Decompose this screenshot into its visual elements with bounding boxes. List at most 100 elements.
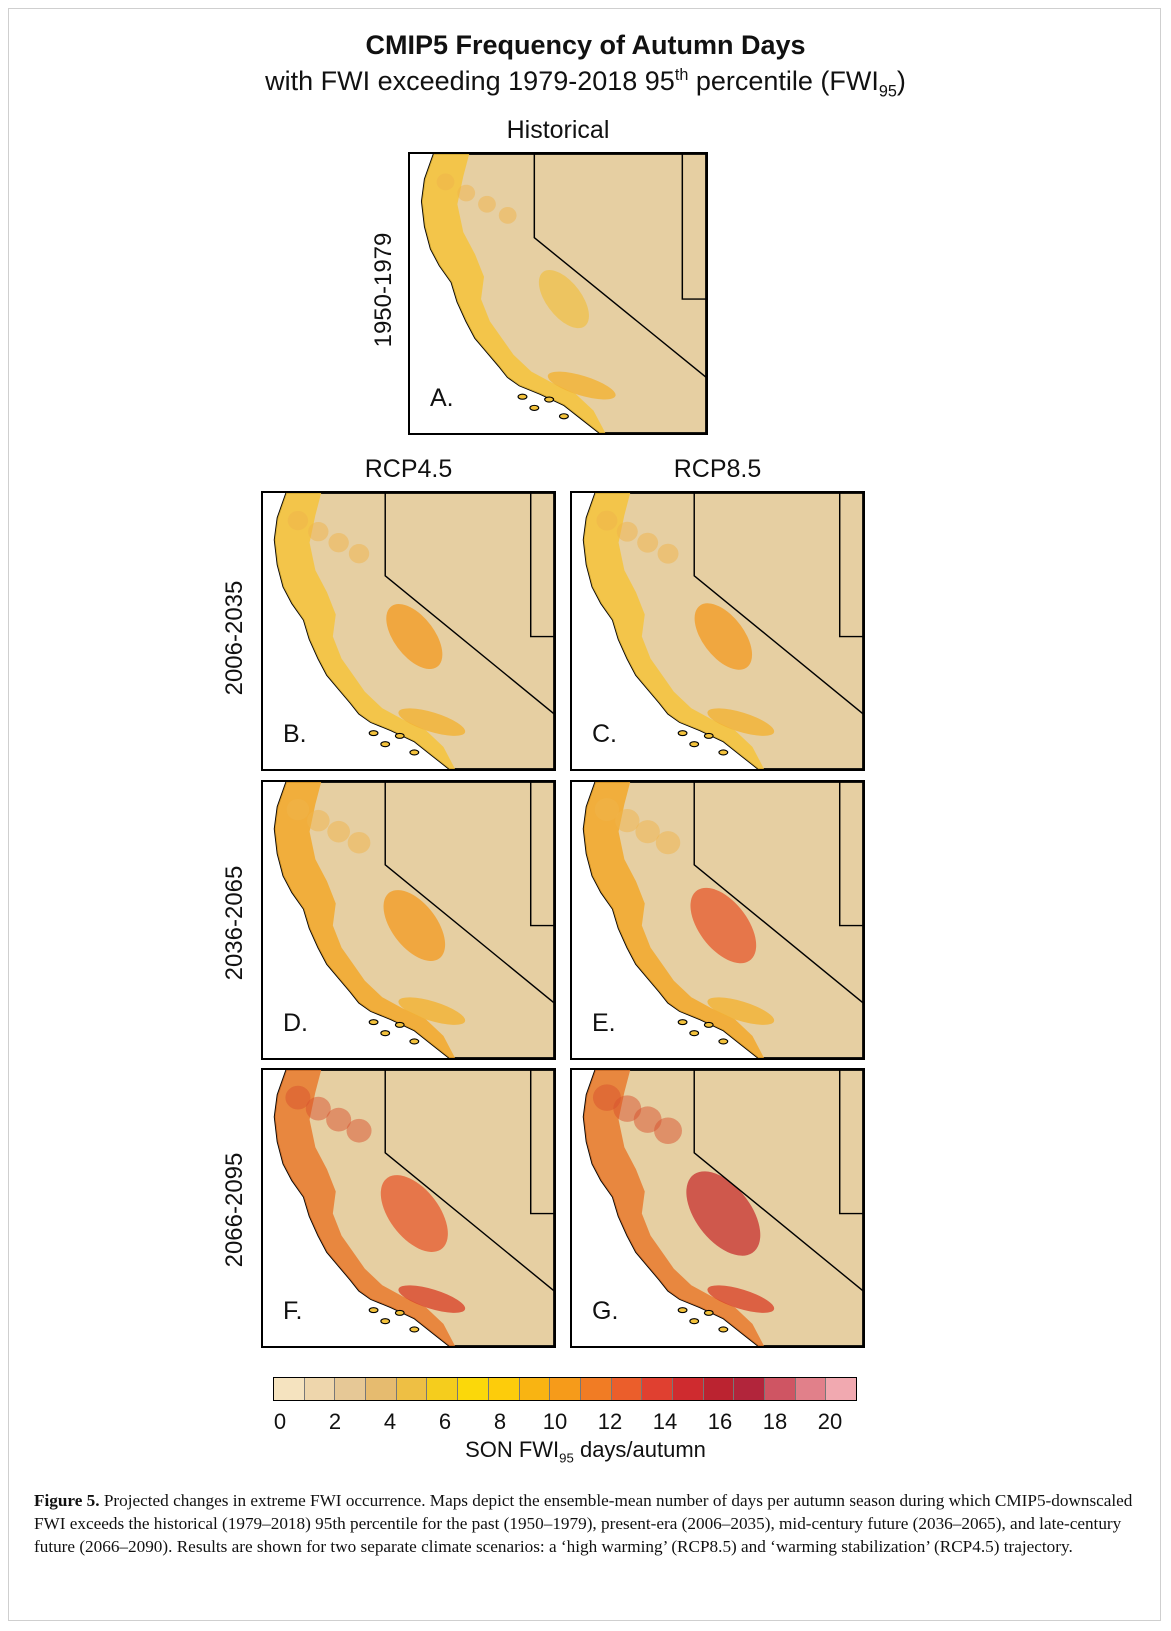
panel-letter: C. bbox=[592, 720, 617, 748]
state-border-ca-nv bbox=[693, 782, 863, 1004]
socal-hotspot bbox=[547, 371, 616, 400]
north-patch bbox=[616, 521, 638, 542]
colorbar-segment bbox=[427, 1378, 459, 1400]
island-shape bbox=[517, 393, 528, 400]
socal-hotspot bbox=[398, 997, 466, 1025]
sierra-hotspot bbox=[380, 1175, 448, 1252]
column-header-rcp45: RCP4.5 bbox=[364, 455, 453, 483]
north-patch bbox=[286, 798, 310, 821]
sierra-hotspot bbox=[694, 603, 753, 670]
north-patch bbox=[287, 510, 309, 531]
island-shape bbox=[703, 732, 714, 739]
island-shape bbox=[544, 396, 555, 403]
colorbar-segment bbox=[765, 1378, 796, 1400]
north-patch bbox=[328, 533, 349, 553]
island-shape bbox=[394, 732, 405, 739]
row-label-2036-2065: 2036-2065 bbox=[221, 865, 248, 981]
state-border-ca-nv bbox=[384, 782, 554, 1004]
island-shape bbox=[677, 1307, 688, 1314]
north-patch bbox=[633, 1106, 662, 1133]
north-patch bbox=[615, 809, 640, 833]
north-patch bbox=[478, 195, 496, 213]
colorbar-tick-label: 0 bbox=[273, 1409, 287, 1434]
state-border-nv-ut bbox=[838, 1070, 863, 1215]
north-patch bbox=[308, 521, 329, 542]
sierra-hotspot bbox=[690, 887, 757, 964]
state-border-ca-nv bbox=[693, 493, 863, 715]
figure-caption: Figure 5. Projected changes in extreme F… bbox=[34, 1490, 1134, 1559]
north-patch bbox=[347, 831, 371, 854]
map-panel-e: E. bbox=[570, 780, 865, 1060]
island-shape bbox=[380, 741, 391, 748]
island-shape bbox=[380, 1318, 391, 1325]
island-shape bbox=[689, 1318, 700, 1325]
north-patch bbox=[592, 1084, 621, 1111]
colorbar-segment bbox=[826, 1378, 857, 1400]
colorbar-tick-label: 14 bbox=[652, 1409, 678, 1434]
colorbar-tick-label: 10 bbox=[542, 1409, 568, 1434]
north-patch bbox=[285, 1085, 311, 1110]
figure-frame bbox=[8, 8, 1161, 1621]
colorbar-label: SON FWI95 days/autumn bbox=[465, 1437, 706, 1466]
colorbar-segment bbox=[642, 1378, 673, 1400]
map-graphic bbox=[572, 1070, 863, 1346]
island-shape bbox=[409, 749, 420, 756]
north-patch bbox=[594, 798, 620, 822]
colorbar-segment bbox=[458, 1378, 489, 1400]
colorbar-tick-label: 8 bbox=[493, 1409, 507, 1434]
row-label-2006-2035: 2006-2035 bbox=[221, 580, 248, 696]
figure-subtitle: with FWI exceeding 1979-2018 95th percen… bbox=[265, 66, 906, 101]
map-panel-c: C. bbox=[570, 491, 865, 771]
state-border-nv-ut bbox=[529, 782, 554, 927]
colorbar-segment bbox=[335, 1378, 367, 1400]
map-graphic bbox=[572, 493, 863, 769]
colorbar-tick-label: 12 bbox=[597, 1409, 623, 1434]
historical-header: Historical bbox=[506, 116, 610, 144]
colorbar-segment bbox=[580, 1378, 612, 1400]
colorbar-tick-label: 20 bbox=[817, 1409, 843, 1434]
island-shape bbox=[368, 730, 379, 737]
island-shape bbox=[677, 1019, 688, 1026]
state-border-nv-ut bbox=[838, 493, 863, 638]
colorbar bbox=[273, 1377, 857, 1401]
socal-hotspot bbox=[707, 1285, 775, 1313]
north-patch bbox=[655, 831, 681, 855]
island-shape bbox=[409, 1038, 420, 1045]
state-border-ca-nv bbox=[533, 154, 706, 378]
socal-hotspot bbox=[707, 997, 775, 1025]
north-patch bbox=[306, 809, 330, 832]
colorbar-segment bbox=[304, 1378, 336, 1400]
north-patch bbox=[498, 207, 517, 224]
panel-letter: A. bbox=[430, 384, 454, 412]
state-border-ca-nv bbox=[384, 493, 554, 715]
sierra-hotspot bbox=[686, 1171, 761, 1256]
colorbar-segment bbox=[795, 1378, 827, 1400]
colorbar-segment bbox=[366, 1378, 397, 1400]
socal-hotspot bbox=[707, 708, 775, 736]
map-panel-a: A. bbox=[408, 152, 708, 435]
north-patch bbox=[596, 510, 618, 531]
map-graphic bbox=[572, 782, 863, 1058]
island-shape bbox=[409, 1326, 420, 1333]
island-shape bbox=[689, 741, 700, 748]
map-panel-b: B. bbox=[261, 491, 556, 771]
state-border-nv-ut bbox=[681, 154, 706, 300]
row-label-1950-1979: 1950-1979 bbox=[370, 232, 397, 348]
figure-title: CMIP5 Frequency of Autumn Days bbox=[365, 30, 806, 60]
colorbar-segment bbox=[672, 1378, 704, 1400]
caption-text: Projected changes in extreme FWI occurre… bbox=[34, 1491, 1133, 1556]
island-shape bbox=[558, 413, 569, 420]
island-shape bbox=[718, 1038, 729, 1045]
colorbar-segment bbox=[611, 1378, 643, 1400]
island-shape bbox=[703, 1021, 714, 1028]
socal-hotspot bbox=[398, 1285, 466, 1313]
north-patch bbox=[654, 1117, 682, 1144]
panel-letter: B. bbox=[283, 720, 307, 748]
colorbar-tick-label: 16 bbox=[707, 1409, 733, 1434]
colorbar-tick-label: 6 bbox=[438, 1409, 452, 1434]
north-patch bbox=[436, 173, 455, 191]
colorbar-segment bbox=[703, 1378, 735, 1400]
state-border-nv-ut bbox=[529, 493, 554, 638]
map-graphic bbox=[263, 782, 554, 1058]
north-patch bbox=[326, 1107, 352, 1132]
